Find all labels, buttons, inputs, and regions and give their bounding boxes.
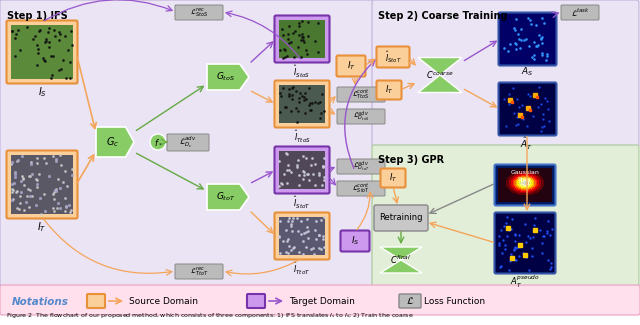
Text: $C^{coarse}$: $C^{coarse}$ [426,69,454,81]
FancyBboxPatch shape [499,12,557,66]
FancyBboxPatch shape [561,5,599,20]
Text: $\mathcal{L}^{task}$: $\mathcal{L}^{task}$ [571,6,589,19]
FancyBboxPatch shape [167,134,209,151]
Text: $I_S$: $I_S$ [351,235,359,247]
FancyBboxPatch shape [495,213,556,274]
FancyBboxPatch shape [499,83,557,136]
FancyBboxPatch shape [0,285,640,315]
Bar [279,20,325,58]
FancyBboxPatch shape [87,294,105,308]
Text: Step 3) GPR: Step 3) GPR [378,155,444,165]
Text: Figure 2  The flowchart of our proposed method, which consists of three componen: Figure 2 The flowchart of our proposed m… [6,311,413,320]
Text: Step 2) Coarse Training: Step 2) Coarse Training [378,11,508,21]
FancyBboxPatch shape [6,150,77,218]
Text: $\hat{I}_{TtoT}$: $\hat{I}_{TtoT}$ [293,261,310,277]
Text: $\mathcal{L}_{D_{toS}}^{adv}$: $\mathcal{L}_{D_{toS}}^{adv}$ [353,110,369,124]
Text: Prior: Prior [518,177,532,182]
FancyBboxPatch shape [337,87,385,102]
FancyBboxPatch shape [381,168,406,188]
FancyBboxPatch shape [275,147,330,193]
Text: Source Domain: Source Domain [129,296,198,306]
Polygon shape [418,58,462,93]
Text: Notations: Notations [12,297,69,307]
Text: Loss Function: Loss Function [424,296,485,306]
Text: $\mathcal{L}_{D_{toT}}^{adv}$: $\mathcal{L}_{D_{toT}}^{adv}$ [353,160,369,174]
Text: Gaussian: Gaussian [511,170,540,175]
Text: $G_{toS}$: $G_{toS}$ [216,71,236,83]
Polygon shape [380,247,422,273]
Text: $\mathcal{L}$: $\mathcal{L}$ [406,295,414,306]
FancyBboxPatch shape [374,2,637,145]
Text: $I_T$: $I_T$ [346,60,355,72]
Polygon shape [207,184,249,210]
FancyBboxPatch shape [337,159,385,174]
Text: Step 1) IFS: Step 1) IFS [7,11,68,21]
FancyBboxPatch shape [399,294,421,308]
Text: $\mathcal{L}_{TtoS}^{cont}$: $\mathcal{L}_{TtoS}^{cont}$ [352,88,370,101]
Text: Target Domain: Target Domain [289,296,355,306]
FancyBboxPatch shape [175,5,223,20]
Bar [279,85,325,123]
Text: $\mathcal{L}_{StoT}^{cont}$: $\mathcal{L}_{StoT}^{cont}$ [352,182,370,195]
Text: $\hat{I}_{StoT}$: $\hat{I}_{StoT}$ [293,195,310,211]
FancyBboxPatch shape [372,0,639,147]
Text: $\hat{I}_{StoS}$: $\hat{I}_{StoS}$ [294,64,310,80]
Text: $\hat{A}_T$: $\hat{A}_T$ [520,136,534,152]
Bar [11,25,73,79]
Text: $\mathcal{L}_{TtoT}^{rec}$: $\mathcal{L}_{TtoT}^{rec}$ [189,265,209,278]
Circle shape [150,134,166,150]
Text: $A_T^{pseudo}$: $A_T^{pseudo}$ [510,274,540,290]
FancyBboxPatch shape [175,264,223,279]
Text: $I_T$: $I_T$ [385,84,393,96]
Bar [279,217,325,255]
FancyBboxPatch shape [6,20,77,84]
FancyBboxPatch shape [247,294,265,308]
FancyBboxPatch shape [376,81,401,99]
FancyBboxPatch shape [340,230,369,252]
Polygon shape [207,64,249,90]
Text: $G_c$: $G_c$ [106,135,120,149]
Text: $\mathcal{L}_{D_c}^{adv}$: $\mathcal{L}_{D_c}^{adv}$ [179,135,196,150]
Text: $A_S$: $A_S$ [521,66,533,79]
FancyBboxPatch shape [372,145,639,286]
Text: $I_T$: $I_T$ [388,172,397,184]
FancyBboxPatch shape [337,109,385,124]
Text: $I_T$: $I_T$ [37,220,47,234]
FancyBboxPatch shape [374,205,428,231]
Bar [279,151,325,189]
Text: $G_{toT}$: $G_{toT}$ [216,191,236,203]
FancyBboxPatch shape [275,81,330,127]
Text: $\hat{I}_{StoT}$: $\hat{I}_{StoT}$ [385,49,401,65]
Text: Retraining: Retraining [380,214,423,223]
FancyBboxPatch shape [275,16,330,62]
FancyBboxPatch shape [0,0,374,286]
FancyBboxPatch shape [495,164,556,205]
FancyBboxPatch shape [376,46,410,68]
Text: $\hat{I}_{TtoS}$: $\hat{I}_{TtoS}$ [294,129,310,145]
Polygon shape [96,127,134,157]
Text: $C^{final}$: $C^{final}$ [390,254,412,266]
FancyBboxPatch shape [337,181,385,196]
Text: $\mathcal{L}_{StoS}^{rec}$: $\mathcal{L}_{StoS}^{rec}$ [190,6,208,19]
FancyBboxPatch shape [337,56,365,76]
Text: $f_*$: $f_*$ [154,137,163,147]
Bar [11,155,73,214]
Text: $I_S$: $I_S$ [38,85,47,99]
FancyBboxPatch shape [275,213,330,259]
